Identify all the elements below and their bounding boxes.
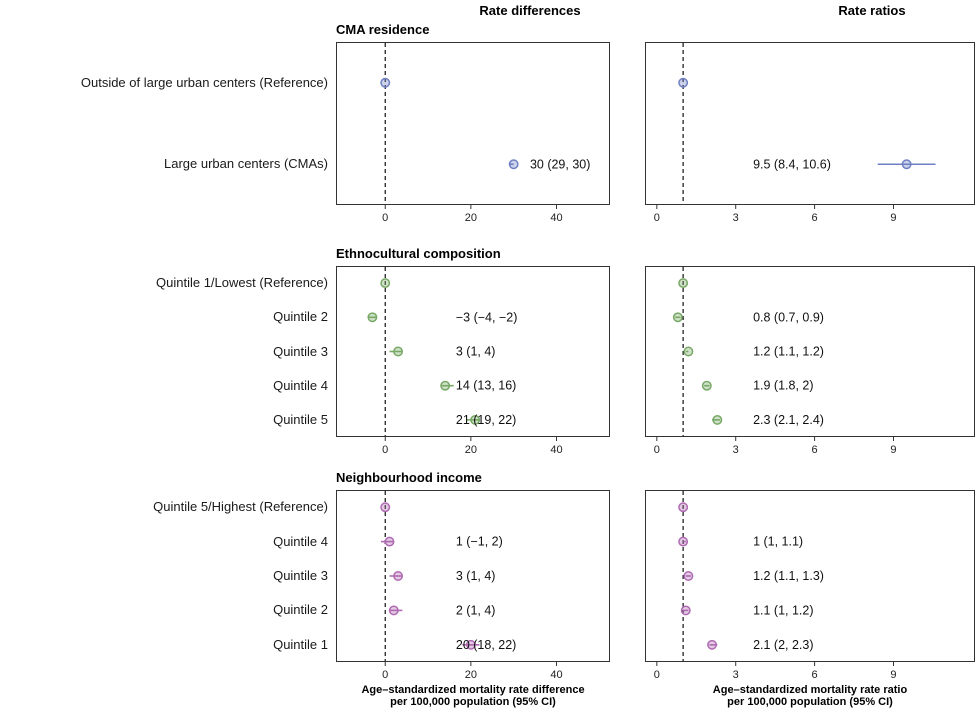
panel-diff: 0 20 40 30 (29, 30) — [336, 42, 610, 224]
ci-annotation: 0.8 (0.7, 0.9) — [753, 310, 824, 324]
estimate-dot — [678, 536, 689, 547]
estimate-dot — [508, 159, 519, 170]
tick-label: 40 — [550, 669, 562, 681]
ci-annotation: 2.3 (2.1, 2.4) — [753, 413, 824, 427]
panel-border — [645, 490, 975, 662]
estimate-dot — [367, 312, 378, 323]
estimate-dot — [672, 312, 683, 323]
tick-label: 3 — [733, 212, 739, 224]
estimate-dot — [901, 159, 912, 170]
tick-label: 6 — [812, 212, 818, 224]
ci-annotation: 1.1 (1, 1.2) — [753, 603, 813, 617]
estimate-dot — [470, 414, 481, 425]
ci-annotation: 3 (1, 4) — [456, 569, 496, 583]
estimate-dot — [384, 536, 395, 547]
row-label: Quintile 4 — [273, 533, 328, 549]
row-label: Large urban centers (CMAs) — [163, 156, 328, 172]
panel-ratio: 0 3 6 9 0.8 (0.7, 0.9) 1.2 (1.1, 1.2) 1.9 (1.8… — [645, 266, 975, 456]
ci-annotation: 1.2 (1.1, 1.3) — [753, 569, 824, 583]
tick-label: 20 — [465, 444, 477, 456]
estimate-dot — [388, 605, 399, 616]
tick-label: 9 — [890, 212, 896, 224]
row-label: Quintile 3 — [273, 343, 328, 359]
tick-label: 0 — [654, 212, 660, 224]
estimate-dot — [683, 571, 694, 581]
panel-border — [645, 42, 975, 205]
tick-label: 3 — [733, 669, 739, 681]
row-label: Quintile 1/Lowest (Reference) — [156, 275, 328, 291]
panel-title: Neighbourhood income — [336, 470, 482, 485]
panel-border — [336, 42, 610, 205]
estimate-dot — [707, 639, 718, 650]
panel-title: CMA residence — [336, 22, 430, 37]
ci-annotation: 3 (1, 4) — [456, 345, 496, 359]
row-label: Quintile 2 — [273, 309, 328, 325]
tick-label: 20 — [465, 669, 477, 681]
tick-label: 0 — [654, 669, 660, 681]
row-label: Quintile 5/Highest (Reference) — [153, 499, 328, 515]
estimate-dot — [380, 502, 391, 513]
row-label: Quintile 5 — [273, 411, 328, 427]
estimate-dot — [678, 77, 689, 88]
tick-label: 9 — [890, 669, 896, 681]
ci-annotation: 1.2 (1.1, 1.2) — [753, 345, 824, 359]
estimate-dot — [678, 278, 689, 289]
tick-label: 40 — [550, 444, 562, 456]
estimate-dot — [678, 502, 689, 513]
estimate-dot — [380, 77, 391, 88]
panel-border — [336, 490, 610, 662]
tick-label: 20 — [465, 212, 477, 224]
tick-label: 0 — [654, 444, 660, 456]
x-axis-title-rate-difference: Age–standardized mortality rate differen… — [361, 684, 585, 708]
column-header-rate-differences: Rate differences — [479, 3, 581, 18]
estimate-dot — [393, 346, 404, 357]
x-axis-title-rate-ratio: Age–standardized mortality rate ratio pe… — [712, 684, 908, 708]
panel-diff: 0 20 40 −3 (−4, −2) 3 (1, 4) 14 (13, 16) 21 (1… — [336, 266, 610, 456]
ci-annotation: 20 (18, 22) — [456, 638, 516, 652]
estimate-dot — [683, 346, 694, 357]
estimate-dot — [440, 380, 451, 391]
tick-label: 0 — [382, 444, 388, 456]
tick-label: 0 — [382, 212, 388, 224]
row-label: Quintile 3 — [273, 568, 328, 583]
column-header-rate-ratios: Rate ratios — [838, 3, 906, 18]
ci-annotation: −3 (−4, −2) — [456, 310, 518, 324]
panel-ratio: 0 3 6 9 1 (1, 1.1) 1.2 (1.1, 1.3) 1.1 (1, 1.2)… — [645, 490, 975, 681]
row-label: Quintile 1 — [273, 636, 328, 652]
row-label: Outside of large urban centers (Referenc… — [80, 74, 328, 90]
ci-annotation: 14 (13, 16) — [456, 379, 516, 393]
tick-label: 0 — [382, 669, 388, 681]
ci-annotation: 1 (1, 1.1) — [753, 535, 803, 549]
row-label: Quintile 4 — [273, 377, 328, 393]
tick-label: 3 — [733, 444, 739, 456]
estimate-dot — [712, 414, 723, 425]
tick-label: 40 — [550, 212, 562, 224]
panel-diff: 0 20 40 1 (−1, 2) 3 (1, 4) 2 (1, 4) 20 (18, 22… — [336, 490, 610, 681]
panel-border — [336, 266, 610, 437]
ci-annotation: 2 (1, 4) — [456, 603, 496, 617]
panel-border — [645, 266, 975, 437]
ci-annotation: 9.5 (8.4, 10.6) — [753, 157, 831, 171]
ci-annotation: 1 (−1, 2) — [456, 535, 503, 549]
panel-ratio: 0 3 6 9 9.5 (8.4, 10.6) — [645, 42, 975, 224]
tick-label: 6 — [812, 669, 818, 681]
estimate-dot — [380, 278, 391, 289]
panel-title: Ethnocultural composition — [336, 246, 501, 261]
ci-annotation: 1.9 (1.8, 2) — [753, 379, 813, 393]
ci-annotation: 30 (29, 30) — [530, 157, 590, 171]
tick-label: 6 — [812, 444, 818, 456]
tick-label: 9 — [890, 444, 896, 456]
row-label: Quintile 2 — [273, 602, 328, 618]
estimate-dot — [701, 380, 712, 391]
ci-annotation: 21 (19, 22) — [456, 413, 516, 427]
estimate-dot — [680, 605, 691, 616]
estimate-dot — [465, 639, 476, 650]
ci-annotation: 2.1 (2, 2.3) — [753, 638, 813, 652]
estimate-dot — [393, 571, 404, 581]
